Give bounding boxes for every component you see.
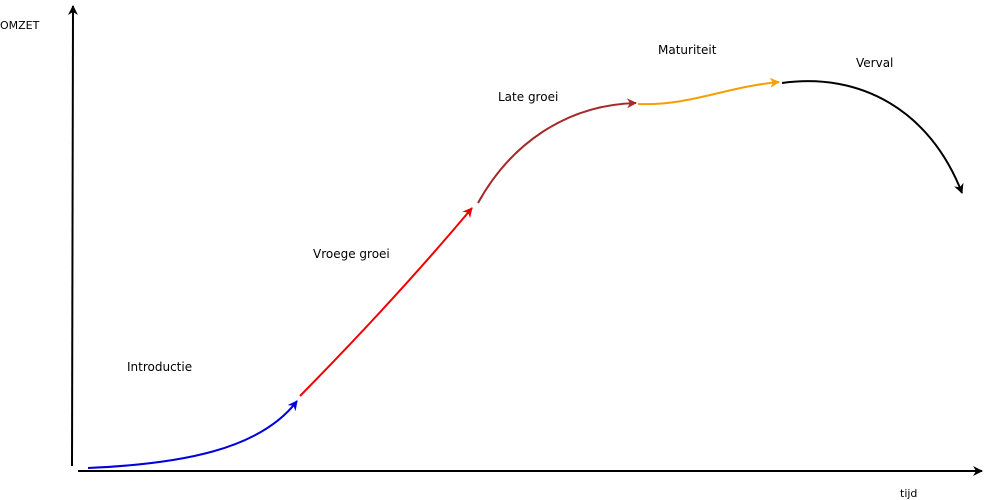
curve-segment-verval	[781, 80, 964, 194]
phase-label-verval: Verval	[856, 56, 893, 70]
phase-label-introductie: Introductie	[127, 360, 192, 374]
curve-segment-late-groei	[477, 98, 637, 204]
phase-label-maturiteit: Maturiteit	[658, 43, 717, 57]
x-axis-label: tijd	[900, 487, 917, 500]
phase-label-late-groei: Late groei	[498, 90, 558, 104]
y-axis-label: OMZET	[0, 19, 40, 32]
curve-segment-maturiteit	[637, 77, 780, 106]
curve-segment-introductie	[87, 400, 298, 469]
curve-segment-vroege-groei	[299, 207, 473, 397]
y-axis	[67, 5, 78, 467]
phase-label-vroege-groei: Vroege groei	[313, 247, 390, 261]
